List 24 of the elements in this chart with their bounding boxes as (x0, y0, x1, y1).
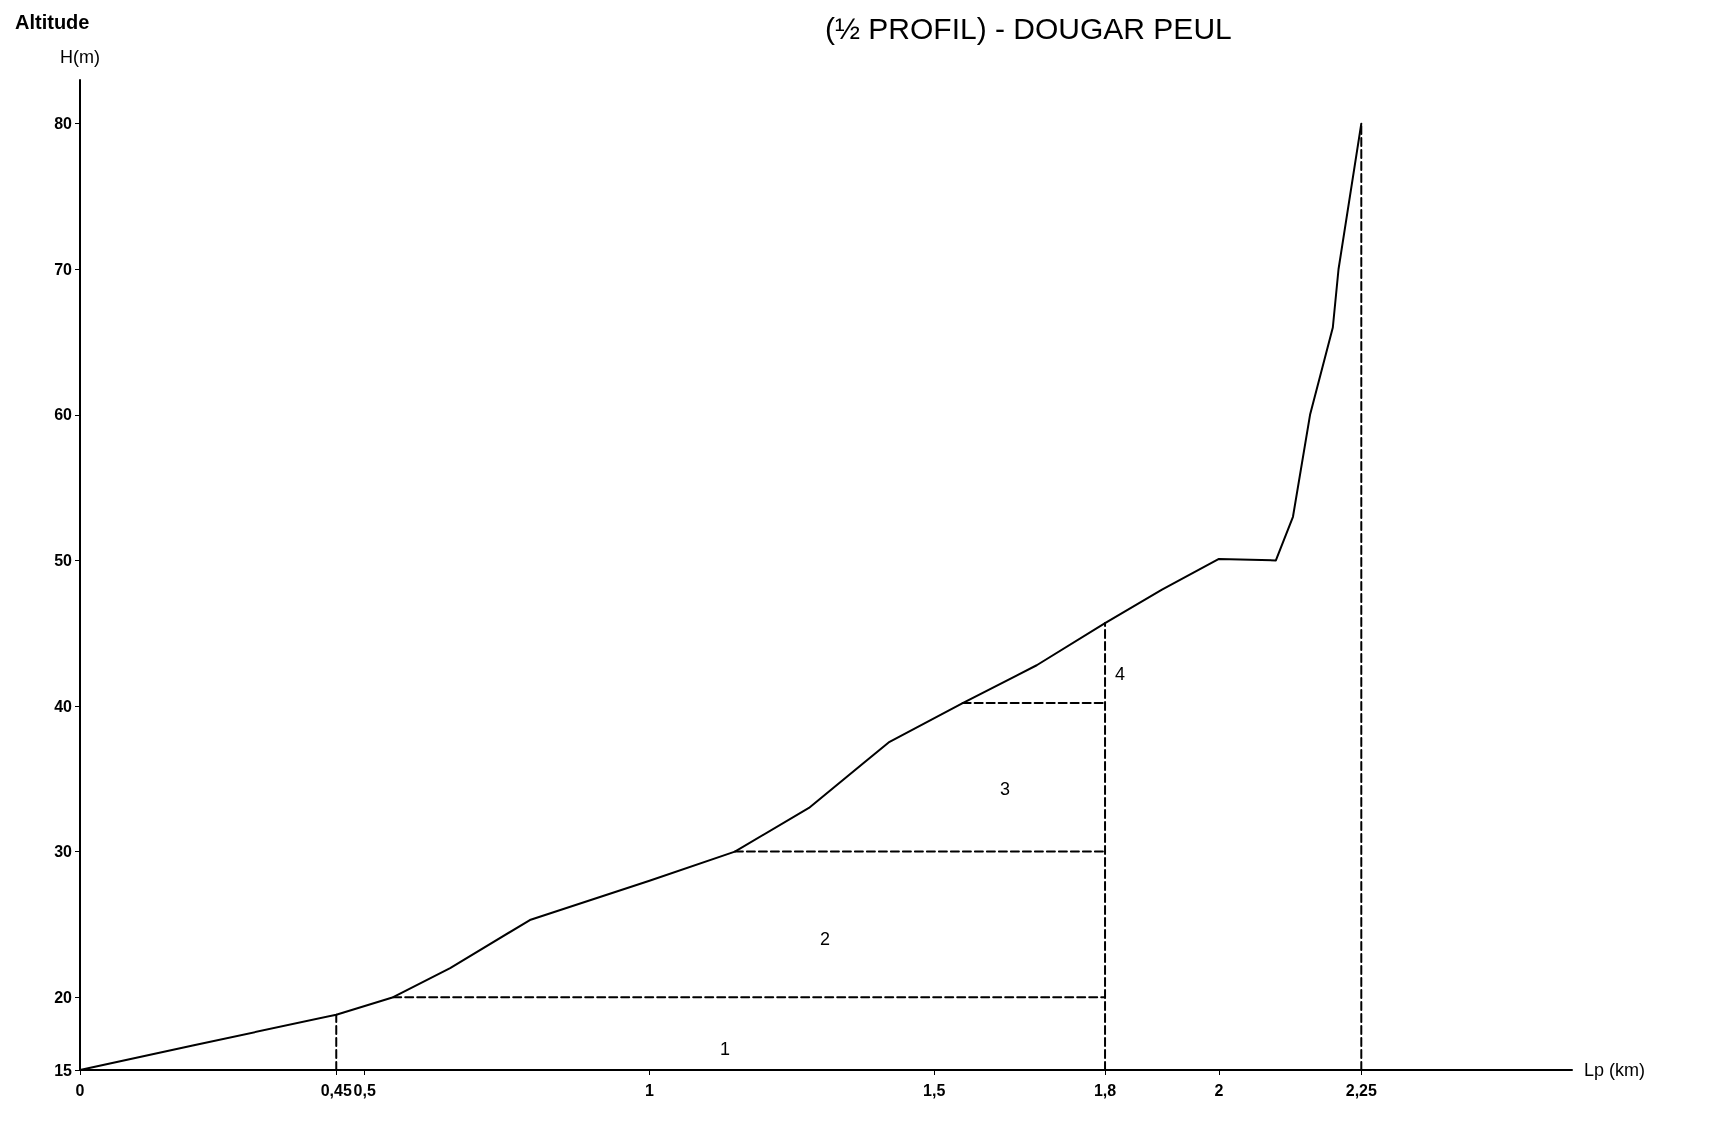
y-tick-label: 60 (54, 406, 73, 424)
y-tick-label: 80 (54, 115, 73, 133)
x-tick-label: 1 (645, 1081, 655, 1099)
annotation: 3 (1000, 779, 1011, 799)
x-axis-title: Lp (km) (1584, 1060, 1646, 1080)
y-tick-label: 40 (54, 697, 73, 715)
annotation: 2 (820, 929, 831, 949)
y-tick-label: 30 (54, 843, 73, 861)
x-tick-label: 0 (75, 1081, 85, 1099)
annotation: 4 (1115, 664, 1126, 684)
x-tick-label: 1,5 (923, 1081, 946, 1099)
y-axis-title: H(m) (60, 47, 100, 67)
chart-title: (½ PROFIL) - DOUGAR PEUL (825, 11, 1232, 45)
y-tick-label: 20 (54, 988, 73, 1006)
text: Altitude (15, 11, 90, 33)
annotation: 1 (720, 1039, 731, 1059)
y-tick-label: 15 (54, 1061, 73, 1079)
x-tick-label: 0,45 (320, 1081, 352, 1099)
x-tick-label: 2,25 (1345, 1081, 1377, 1099)
x-tick-label: 1,8 (1093, 1081, 1117, 1099)
x-tick-label: 2 (1214, 1081, 1224, 1099)
y-tick-label: 50 (54, 551, 73, 569)
y-tick-label: 70 (54, 260, 73, 278)
x-tick-label: 0,5 (353, 1081, 376, 1099)
